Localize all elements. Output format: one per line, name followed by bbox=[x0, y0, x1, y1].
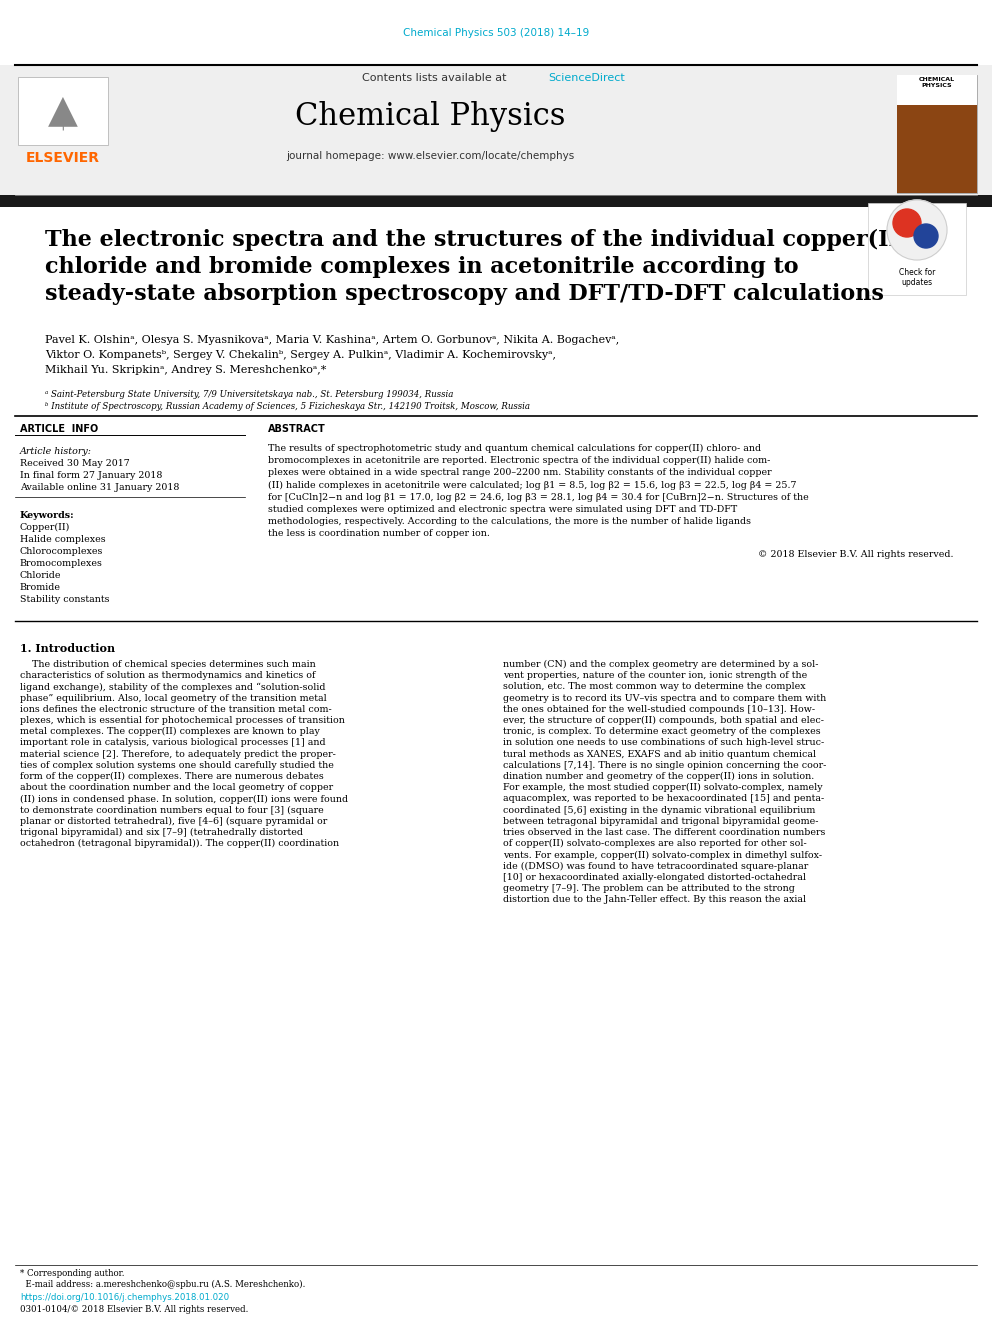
Text: ARTICLE  INFO: ARTICLE INFO bbox=[20, 423, 98, 434]
FancyBboxPatch shape bbox=[868, 202, 966, 295]
Text: calculations [7,14]. There is no single opinion concerning the coor-: calculations [7,14]. There is no single … bbox=[503, 761, 826, 770]
Text: 0301-0104/© 2018 Elsevier B.V. All rights reserved.: 0301-0104/© 2018 Elsevier B.V. All right… bbox=[20, 1304, 248, 1314]
Text: The electronic spectra and the structures of the individual copper(II): The electronic spectra and the structure… bbox=[45, 229, 910, 251]
Text: Contents lists available at: Contents lists available at bbox=[362, 73, 510, 83]
Text: to demonstrate coordination numbers equal to four [3] (square: to demonstrate coordination numbers equa… bbox=[20, 806, 323, 815]
FancyBboxPatch shape bbox=[897, 105, 977, 193]
Text: phase” equilibrium. Also, local geometry of the transition metal: phase” equilibrium. Also, local geometry… bbox=[20, 693, 326, 703]
Text: vents. For example, copper(II) solvato-complex in dimethyl sulfox-: vents. For example, copper(II) solvato-c… bbox=[503, 851, 822, 860]
Text: ions defines the electronic structure of the transition metal com-: ions defines the electronic structure of… bbox=[20, 705, 331, 714]
FancyBboxPatch shape bbox=[897, 75, 977, 105]
Text: ide ((DMSO) was found to have tetracoordinated square-planar: ide ((DMSO) was found to have tetracoord… bbox=[503, 861, 808, 871]
Text: ᵇ Institute of Spectroscopy, Russian Academy of Sciences, 5 Fizicheskaya Str., 1: ᵇ Institute of Spectroscopy, Russian Aca… bbox=[45, 402, 530, 411]
Text: vent properties, nature of the counter ion, ionic strength of the: vent properties, nature of the counter i… bbox=[503, 671, 807, 680]
Text: For example, the most studied copper(II) solvato-complex, namely: For example, the most studied copper(II)… bbox=[503, 783, 822, 792]
Text: trigonal bipyramidal) and six [7–9] (tetrahedrally distorted: trigonal bipyramidal) and six [7–9] (tet… bbox=[20, 828, 303, 837]
Text: Received 30 May 2017: Received 30 May 2017 bbox=[20, 459, 130, 468]
Text: tries observed in the last case. The different coordination numbers: tries observed in the last case. The dif… bbox=[503, 828, 825, 837]
Text: geometry [7–9]. The problem can be attributed to the strong: geometry [7–9]. The problem can be attri… bbox=[503, 884, 795, 893]
Text: Bromocomplexes: Bromocomplexes bbox=[20, 560, 103, 568]
Text: The distribution of chemical species determines such main: The distribution of chemical species det… bbox=[20, 660, 315, 669]
Text: ties of complex solution systems one should carefully studied the: ties of complex solution systems one sho… bbox=[20, 761, 334, 770]
Text: ABSTRACT: ABSTRACT bbox=[268, 423, 325, 434]
Text: number (CN) and the complex geometry are determined by a sol-: number (CN) and the complex geometry are… bbox=[503, 660, 818, 669]
Text: CHEMICAL
PHYSICS: CHEMICAL PHYSICS bbox=[919, 77, 955, 87]
Text: ligand exchange), stability of the complexes and “solution-solid: ligand exchange), stability of the compl… bbox=[20, 683, 325, 692]
Text: solution, etc. The most common way to determine the complex: solution, etc. The most common way to de… bbox=[503, 683, 806, 692]
Text: Mikhail Yu. Skripkinᵃ, Andrey S. Mereshchenkoᵃ,*: Mikhail Yu. Skripkinᵃ, Andrey S. Mereshc… bbox=[45, 365, 326, 374]
FancyBboxPatch shape bbox=[0, 194, 992, 206]
Text: In final form 27 January 2018: In final form 27 January 2018 bbox=[20, 471, 163, 480]
Text: steady-state absorption spectroscopy and DFT/TD-DFT calculations: steady-state absorption spectroscopy and… bbox=[45, 283, 884, 306]
Text: 1. Introduction: 1. Introduction bbox=[20, 643, 115, 654]
Text: octahedron (tetragonal bipyramidal)). The copper(II) coordination: octahedron (tetragonal bipyramidal)). Th… bbox=[20, 839, 339, 848]
Text: dination number and geometry of the copper(II) ions in solution.: dination number and geometry of the copp… bbox=[503, 773, 814, 781]
Text: E-mail address: a.mereshchenko@spbu.ru (A.S. Mereshchenko).: E-mail address: a.mereshchenko@spbu.ru (… bbox=[20, 1279, 306, 1289]
Text: Chemical Physics 503 (2018) 14–19: Chemical Physics 503 (2018) 14–19 bbox=[403, 28, 589, 38]
Text: Chemical Physics: Chemical Physics bbox=[295, 101, 565, 132]
Text: © 2018 Elsevier B.V. All rights reserved.: © 2018 Elsevier B.V. All rights reserved… bbox=[758, 549, 953, 558]
Text: plexes, which is essential for photochemical processes of transition: plexes, which is essential for photochem… bbox=[20, 716, 345, 725]
Text: Stability constants: Stability constants bbox=[20, 595, 109, 605]
Text: * Corresponding author.: * Corresponding author. bbox=[20, 1269, 125, 1278]
Text: material science [2]. Therefore, to adequately predict the proper-: material science [2]. Therefore, to adeq… bbox=[20, 750, 336, 758]
Text: bromocomplexes in acetonitrile are reported. Electronic spectra of the individua: bromocomplexes in acetonitrile are repor… bbox=[268, 456, 771, 466]
Text: plexes were obtained in a wide spectral range 200–2200 nm. Stability constants o: plexes were obtained in a wide spectral … bbox=[268, 468, 772, 478]
Text: geometry is to record its UV–vis spectra and to compare them with: geometry is to record its UV–vis spectra… bbox=[503, 693, 826, 703]
Text: the ones obtained for the well-studied compounds [10–13]. How-: the ones obtained for the well-studied c… bbox=[503, 705, 815, 714]
Text: in solution one needs to use combinations of such high-level struc-: in solution one needs to use combination… bbox=[503, 738, 824, 747]
Text: Chloride: Chloride bbox=[20, 572, 62, 579]
Text: Copper(II): Copper(II) bbox=[20, 523, 70, 532]
Circle shape bbox=[893, 209, 921, 237]
Text: https://doi.org/10.1016/j.chemphys.2018.01.020: https://doi.org/10.1016/j.chemphys.2018.… bbox=[20, 1293, 229, 1302]
FancyBboxPatch shape bbox=[18, 77, 108, 146]
Text: (II) halide complexes in acetonitrile were calculated; log β1 = 8.5, log β2 = 15: (II) halide complexes in acetonitrile we… bbox=[268, 480, 797, 490]
Text: ever, the structure of copper(II) compounds, both spatial and elec-: ever, the structure of copper(II) compou… bbox=[503, 716, 824, 725]
Text: distortion due to the Jahn-Teller effect. By this reason the axial: distortion due to the Jahn-Teller effect… bbox=[503, 896, 806, 904]
Text: Bromide: Bromide bbox=[20, 583, 61, 591]
Text: Halide complexes: Halide complexes bbox=[20, 534, 105, 544]
Text: about the coordination number and the local geometry of copper: about the coordination number and the lo… bbox=[20, 783, 333, 792]
Text: Keywords:: Keywords: bbox=[20, 511, 74, 520]
Text: [10] or hexacoordinated axially-elongated distorted-octahedral: [10] or hexacoordinated axially-elongate… bbox=[503, 873, 806, 882]
Text: journal homepage: www.elsevier.com/locate/chemphys: journal homepage: www.elsevier.com/locat… bbox=[286, 151, 574, 161]
Text: aquacomplex, was reported to be hexacoordinated [15] and penta-: aquacomplex, was reported to be hexacoor… bbox=[503, 794, 824, 803]
Text: methodologies, respectively. According to the calculations, the more is the numb: methodologies, respectively. According t… bbox=[268, 517, 751, 527]
Text: for [CuCln]2−n and log β1 = 17.0, log β2 = 24.6, log β3 = 28.1, log β4 = 30.4 fo: for [CuCln]2−n and log β1 = 17.0, log β2… bbox=[268, 492, 808, 501]
Circle shape bbox=[887, 200, 947, 261]
FancyBboxPatch shape bbox=[0, 65, 992, 194]
Text: ▲: ▲ bbox=[48, 91, 78, 130]
Text: the less is coordination number of copper ion.: the less is coordination number of coppe… bbox=[268, 529, 490, 538]
Text: between tetragonal bipyramidal and trigonal bipyramidal geome-: between tetragonal bipyramidal and trigo… bbox=[503, 816, 818, 826]
Text: planar or distorted tetrahedral), five [4–6] (square pyramidal or: planar or distorted tetrahedral), five [… bbox=[20, 816, 327, 826]
Text: ScienceDirect: ScienceDirect bbox=[548, 73, 625, 83]
Text: Pavel K. Olshinᵃ, Olesya S. Myasnikovaᵃ, Maria V. Kashinaᵃ, Artem O. Gorbunovᵃ, : Pavel K. Olshinᵃ, Olesya S. Myasnikovaᵃ,… bbox=[45, 335, 619, 345]
Text: Check for
updates: Check for updates bbox=[899, 269, 935, 287]
Text: Chlorocomplexes: Chlorocomplexes bbox=[20, 546, 103, 556]
Text: tural methods as XANES, EXAFS and ab initio quantum chemical: tural methods as XANES, EXAFS and ab ini… bbox=[503, 750, 816, 758]
Text: |: | bbox=[61, 115, 65, 130]
Text: ᵃ Saint-Petersburg State University, 7/9 Universitetskaya nab., St. Petersburg 1: ᵃ Saint-Petersburg State University, 7/9… bbox=[45, 390, 453, 400]
Text: characteristics of solution as thermodynamics and kinetics of: characteristics of solution as thermodyn… bbox=[20, 671, 315, 680]
Text: chloride and bromide complexes in acetonitrile according to: chloride and bromide complexes in aceton… bbox=[45, 255, 799, 278]
Text: Viktor O. Kompanetsᵇ, Sergey V. Chekalinᵇ, Sergey A. Pulkinᵃ, Vladimir A. Kochem: Viktor O. Kompanetsᵇ, Sergey V. Chekalin… bbox=[45, 351, 556, 360]
Text: metal complexes. The copper(II) complexes are known to play: metal complexes. The copper(II) complexe… bbox=[20, 728, 319, 737]
Text: Article history:: Article history: bbox=[20, 447, 92, 456]
Text: tronic, is complex. To determine exact geometry of the complexes: tronic, is complex. To determine exact g… bbox=[503, 728, 820, 736]
Text: ELSEVIER: ELSEVIER bbox=[26, 151, 100, 165]
Text: Available online 31 January 2018: Available online 31 January 2018 bbox=[20, 483, 180, 492]
Text: (II) ions in condensed phase. In solution, copper(II) ions were found: (II) ions in condensed phase. In solutio… bbox=[20, 794, 348, 803]
Text: form of the copper(II) complexes. There are numerous debates: form of the copper(II) complexes. There … bbox=[20, 773, 323, 781]
FancyBboxPatch shape bbox=[897, 75, 977, 193]
Text: important role in catalysis, various biological processes [1] and: important role in catalysis, various bio… bbox=[20, 738, 325, 747]
Text: coordinated [5,6] existing in the dynamic vibrational equilibrium: coordinated [5,6] existing in the dynami… bbox=[503, 806, 815, 815]
Text: The results of spectrophotometric study and quantum chemical calculations for co: The results of spectrophotometric study … bbox=[268, 445, 761, 452]
Circle shape bbox=[914, 224, 938, 247]
Text: studied complexes were optimized and electronic spectra were simulated using DFT: studied complexes were optimized and ele… bbox=[268, 505, 737, 515]
Text: of copper(II) solvato-complexes are also reported for other sol-: of copper(II) solvato-complexes are also… bbox=[503, 839, 806, 848]
